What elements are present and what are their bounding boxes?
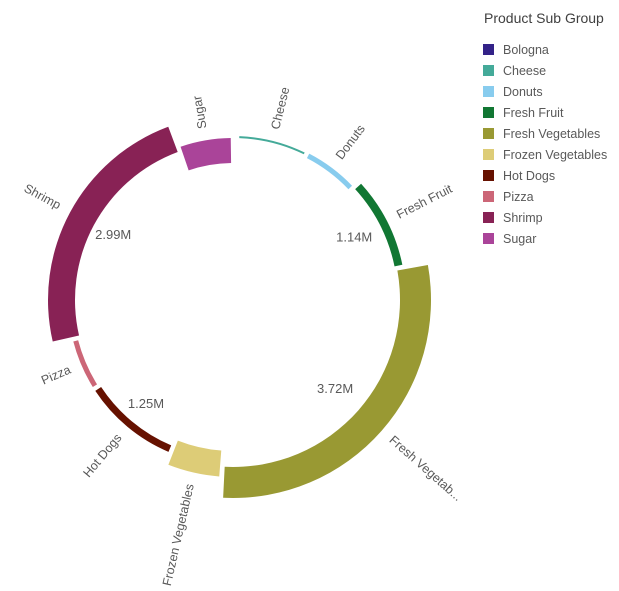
legend-label-bologna: Bologna	[503, 42, 549, 57]
slice-label-shrimp: Shrimp	[22, 181, 64, 212]
legend-item-pizza[interactable]: Pizza	[483, 186, 617, 207]
legend-swatch-hot-dogs	[483, 170, 494, 181]
legend-swatch-fresh-fruit	[483, 107, 494, 118]
slice-label-pizza: Pizza	[39, 363, 73, 388]
legend-swatch-frozen-vegetables	[483, 149, 494, 160]
legend-item-fresh-fruit[interactable]: Fresh Fruit	[483, 102, 617, 123]
slice-value-shrimp: 2.99M	[95, 227, 131, 242]
legend-swatch-cheese	[483, 65, 494, 76]
legend-label-shrimp: Shrimp	[503, 210, 543, 225]
legend-item-donuts[interactable]: Donuts	[483, 81, 617, 102]
legend-swatch-shrimp	[483, 212, 494, 223]
slice-label-frozen-vegetables: Frozen Vegetables	[160, 482, 197, 587]
pie-slice-cheese[interactable]	[239, 136, 305, 155]
slice-value-hot-dogs: 1.25M	[128, 396, 164, 411]
legend-label-donuts: Donuts	[503, 84, 543, 99]
legend-item-hot-dogs[interactable]: Hot Dogs	[483, 165, 617, 186]
pie-slice-donuts[interactable]	[306, 153, 353, 190]
legend-item-fresh-vegetables[interactable]: Fresh Vegetables	[483, 123, 617, 144]
pie-slice-fresh-fruit[interactable]	[355, 183, 403, 267]
legend-swatch-donuts	[483, 86, 494, 97]
legend-swatch-pizza	[483, 191, 494, 202]
legend-title: Product Sub Group	[484, 10, 604, 26]
slice-label-cheese: Cheese	[268, 86, 292, 131]
legend-label-hot-dogs: Hot Dogs	[503, 168, 556, 183]
legend-label-frozen-vegetables: Frozen Vegetables	[503, 147, 608, 162]
pie-slice-fresh-vegetables[interactable]	[223, 265, 432, 498]
legend-item-shrimp[interactable]: Shrimp	[483, 207, 617, 228]
pie-slice-pizza[interactable]	[73, 340, 98, 388]
legend-label-fresh-vegetables: Fresh Vegetables	[503, 126, 601, 141]
legend-label-cheese: Cheese	[503, 63, 547, 78]
legend-item-sugar[interactable]: Sugar	[483, 228, 617, 249]
slice-value-fresh-fruit: 1.14M	[336, 230, 372, 245]
legend-item-frozen-vegetables[interactable]: Frozen Vegetables	[483, 144, 617, 165]
slice-label-fresh-fruit: Fresh Fruit	[394, 181, 455, 221]
legend-item-bologna[interactable]: Bologna	[483, 39, 617, 60]
slice-label-sugar: Sugar	[190, 95, 209, 130]
slice-label-donuts: Donuts	[333, 122, 368, 162]
pie-slice-hot-dogs[interactable]	[95, 387, 172, 452]
legend-swatch-fresh-vegetables	[483, 128, 494, 139]
legend-swatch-bologna	[483, 44, 494, 55]
legend-label-fresh-fruit: Fresh Fruit	[503, 105, 564, 120]
pie-slice-sugar[interactable]	[180, 138, 232, 171]
legend-item-cheese[interactable]: Cheese	[483, 60, 617, 81]
pie-slice-frozen-vegetables[interactable]	[168, 440, 222, 477]
legend-label-sugar: Sugar	[503, 231, 537, 246]
legend-swatch-sugar	[483, 233, 494, 244]
legend-items: Bologna Cheese Donuts Fresh Fruit Fresh Vege…	[483, 39, 617, 249]
legend-label-pizza: Pizza	[503, 189, 534, 204]
slice-label-fresh-vegetables: Fresh Vegetab...	[387, 433, 465, 504]
slice-value-fresh-vegetables: 3.72M	[317, 381, 353, 396]
legend: Product Sub Group Bologna Cheese Donuts Fre…	[483, 10, 617, 249]
pie-slice-shrimp[interactable]	[48, 126, 178, 342]
slice-label-hot-dogs: Hot Dogs	[80, 431, 124, 480]
